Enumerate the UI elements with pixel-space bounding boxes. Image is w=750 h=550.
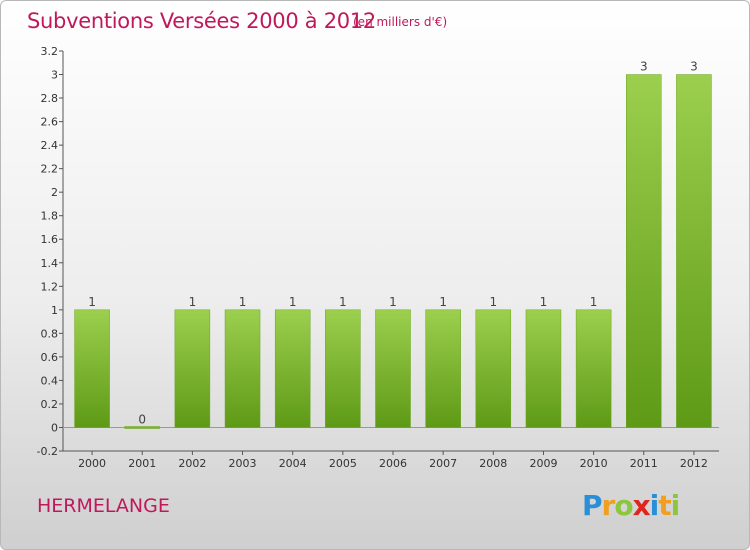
logo-letter: x (632, 489, 651, 522)
logo-letter: P (582, 489, 603, 522)
bar (626, 74, 662, 428)
bar-value-label: 1 (339, 295, 347, 309)
bar (224, 309, 261, 428)
bar (74, 309, 110, 428)
y-tick-label: 2.6 (41, 116, 59, 129)
bar-value-label: 1 (439, 295, 447, 309)
x-tick-label: 2006 (379, 457, 407, 470)
logo-letter: r (601, 489, 616, 522)
x-tick-label: 2002 (178, 457, 206, 470)
bar-value-label: 1 (489, 295, 497, 309)
x-tick-label: 2003 (229, 457, 257, 470)
y-tick-label: 0.4 (41, 374, 59, 387)
y-tick-label: 2 (51, 186, 58, 199)
bar-value-label: 1 (590, 295, 598, 309)
bar (425, 309, 461, 428)
chart-subtitle: (en milliers d'€) (353, 15, 448, 29)
bar (575, 309, 612, 428)
chart-title: Subventions Versées 2000 à 2012 (27, 9, 376, 33)
bar (475, 309, 512, 428)
y-tick-label: 3.2 (41, 45, 59, 58)
bar-value-label: 3 (690, 60, 698, 74)
x-tick-label: 2011 (630, 457, 658, 470)
y-tick-label: 0.2 (41, 398, 59, 411)
bar-value-label: 1 (88, 295, 96, 309)
bar-value-label: 1 (540, 295, 548, 309)
bar-value-label: 3 (640, 60, 648, 74)
y-tick-label: 2.2 (41, 163, 59, 176)
bar-value-label: 1 (289, 295, 297, 309)
y-tick-label: -0.2 (37, 445, 58, 458)
bar (325, 309, 361, 428)
bar (174, 309, 211, 428)
commune-name: HERMELANGE (37, 495, 170, 517)
bar-value-label: 1 (189, 295, 197, 309)
y-tick-label: 0.8 (41, 327, 59, 340)
bar-value-label: 1 (239, 295, 247, 309)
y-tick-label: 1.8 (41, 210, 59, 223)
x-tick-label: 2004 (279, 457, 307, 470)
logo-letter: i (649, 489, 660, 522)
x-tick-label: 2001 (128, 457, 156, 470)
bar (525, 309, 562, 428)
bar (676, 74, 712, 428)
y-tick-label: 1.2 (41, 280, 59, 293)
bar (375, 309, 411, 428)
y-tick-label: 1.4 (41, 257, 59, 270)
logo-letter: t (658, 489, 671, 522)
y-tick-label: 2.8 (41, 92, 59, 105)
y-tick-label: 0.6 (41, 351, 59, 364)
y-tick-label: 3 (51, 69, 58, 82)
logo-letter: o (614, 489, 633, 522)
x-tick-label: 2007 (429, 457, 457, 470)
logo-letter: i (670, 489, 681, 522)
y-tick-label: 2.4 (41, 139, 59, 152)
bar-value-label: 0 (138, 412, 146, 426)
y-tick-label: 1.6 (41, 233, 59, 246)
y-tick-label: 1 (51, 304, 58, 317)
y-tick-label: 0 (51, 421, 58, 434)
proxiti-logo: Proxiti (582, 489, 681, 522)
x-tick-label: 2012 (680, 457, 708, 470)
bar (124, 426, 160, 429)
x-tick-label: 2000 (78, 457, 106, 470)
x-tick-label: 2010 (580, 457, 608, 470)
x-tick-label: 2005 (329, 457, 357, 470)
x-tick-label: 2009 (529, 457, 557, 470)
bar (274, 309, 311, 428)
x-tick-label: 2008 (479, 457, 507, 470)
bar-value-label: 1 (389, 295, 397, 309)
